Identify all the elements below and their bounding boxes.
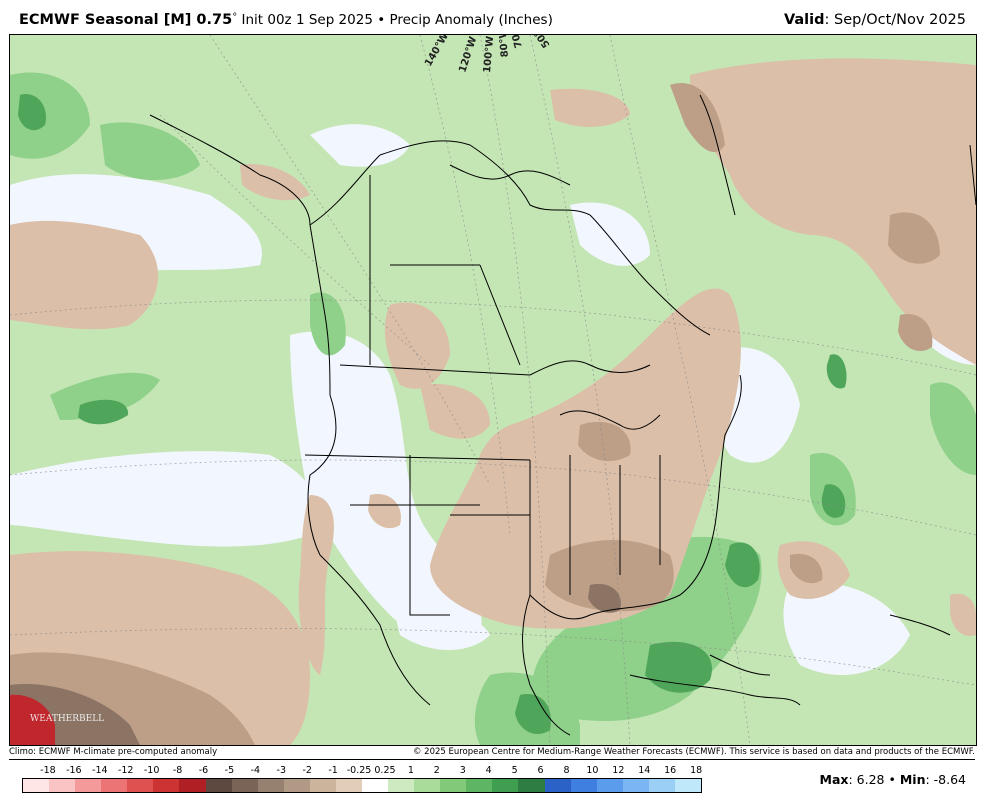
climo-note: Climo: ECMWF M-climate pre-computed anom…: [9, 747, 218, 757]
legend-tick-label: 8: [563, 765, 570, 776]
map-title: ECMWF Seasonal [M] 0.75° Init 00z 1 Sep …: [19, 12, 553, 28]
legend-swatch: [388, 779, 415, 792]
legend-tick-label: 5: [511, 765, 518, 776]
legend-tick-label: -6: [198, 765, 209, 776]
legend-swatch: [596, 779, 623, 792]
legend-swatch: [362, 779, 389, 792]
attribution-row: Climo: ECMWF M-climate pre-computed anom…: [9, 745, 975, 760]
boundaries: [149, 94, 976, 736]
min-label: Min: [899, 772, 926, 787]
legend-swatch: [518, 779, 545, 792]
legend-tick-label: 6: [537, 765, 544, 776]
legend-swatch: [101, 779, 128, 792]
legend-tick-label: -3: [276, 765, 287, 776]
legend-tick-label: -8: [172, 765, 183, 776]
color-legend: [22, 778, 702, 793]
legend-tick-label: 18: [690, 765, 703, 776]
legend-swatch: [23, 779, 50, 792]
title-degree: °: [232, 12, 238, 23]
valid-period: Valid: Sep/Oct/Nov 2025: [784, 12, 966, 28]
legend-swatch: [440, 779, 467, 792]
copyright-note: © 2025 European Centre for Medium-Range …: [412, 747, 975, 757]
legend-swatch: [283, 779, 310, 792]
legend-swatch: [257, 779, 284, 792]
title-model: ECMWF Seasonal [M] 0.75: [19, 12, 233, 28]
valid-label: Valid: [783, 12, 825, 28]
legend-swatch: [648, 779, 675, 792]
legend-tick-label: -10: [143, 765, 160, 776]
legend-swatch: [179, 779, 206, 792]
legend-swatch: [414, 779, 441, 792]
lon-label-80w: 80°W: [497, 35, 511, 58]
lon-label-100w: 100°W: [482, 36, 496, 74]
title-details: Init 00z 1 Sep 2025 • Precip Anomaly (In…: [237, 12, 553, 28]
wet-dark-areas: [18, 94, 847, 734]
max-min-stats: Max: 6.28 • Min: -8.64: [820, 772, 966, 787]
legend-swatch: [153, 779, 180, 792]
legend-swatch: [335, 779, 363, 792]
stats-separator: •: [884, 772, 900, 787]
legend-tick-label: 0.25: [374, 765, 396, 776]
legend-swatch: [466, 779, 493, 792]
legend-tick-label: 1: [407, 765, 414, 776]
legend-tick-label: -5: [224, 765, 235, 776]
legend-swatch: [205, 779, 232, 792]
max-value: : 6.28: [848, 772, 885, 787]
legend-tick-label: -12: [117, 765, 134, 776]
legend-tick-label: -18: [40, 765, 56, 776]
legend-swatch: [231, 779, 258, 792]
legend-labels: -18 -16 -14 -12 -10 -8 -6 -5 -4 -3 -2 -1 -0.25 0.25 1 2…: [22, 765, 702, 777]
legend-swatch: [544, 779, 571, 792]
legend-tick-label: 10: [586, 765, 599, 776]
dry-dark-areas: [10, 583, 621, 745]
legend-tick-label: -14: [92, 765, 108, 776]
legend-tick-label: -4: [250, 765, 261, 776]
legend-swatch: [622, 779, 649, 792]
legend-tick-label: -1: [328, 765, 338, 776]
graticule: [10, 35, 976, 745]
legend-tick-label: 3: [459, 765, 466, 776]
legend-tick-label: 16: [664, 765, 677, 776]
legend-tick-label: -2: [302, 765, 312, 776]
max-label: Max: [819, 772, 849, 787]
min-value: : -8.64: [925, 772, 966, 787]
legend-swatch: [49, 779, 76, 792]
legend-tick-label: 2: [433, 765, 440, 776]
legend-tick-label: 4: [485, 765, 492, 776]
legend-tick-label: 14: [638, 765, 651, 776]
legend-swatch: [127, 779, 154, 792]
legend-swatch: [309, 779, 336, 792]
precip-anomaly-map: 140°W 120°W 100°W 80°W 70°W 50°W WEATHER…: [9, 34, 977, 746]
legend-tick-label: 12: [612, 765, 625, 776]
legend-swatch: [674, 779, 702, 792]
legend-tick-label: -0.25: [346, 765, 372, 776]
map-canvas: 140°W 120°W 100°W 80°W 70°W 50°W WEATHER…: [10, 35, 976, 745]
weatherbell-watermark: WEATHERBELL: [30, 714, 104, 724]
legend-swatch: [492, 779, 519, 792]
legend-tick-label: -16: [66, 765, 82, 776]
valid-value: : Sep/Oct/Nov 2025: [824, 12, 966, 28]
legend-swatch: [570, 779, 597, 792]
legend-swatch: [75, 779, 102, 792]
